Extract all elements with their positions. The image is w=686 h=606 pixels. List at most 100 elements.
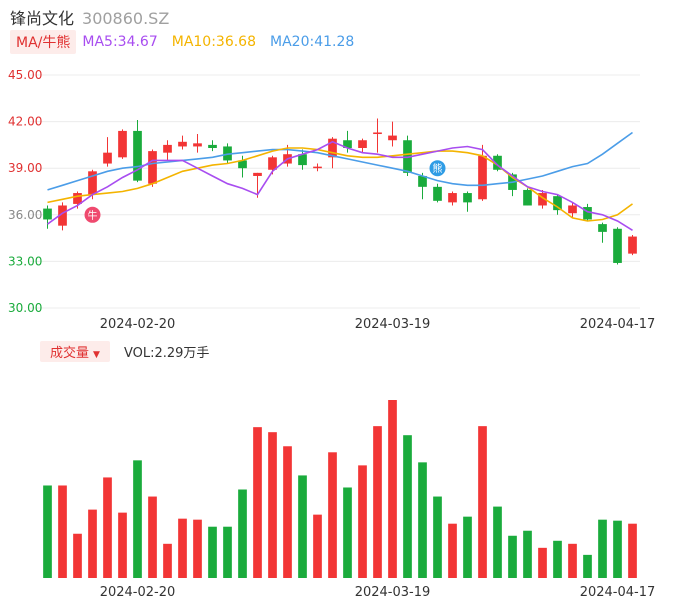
volume-bars: [43, 400, 637, 578]
candle: [133, 120, 142, 183]
candle: [193, 134, 202, 153]
candle-body: [238, 160, 247, 169]
candle: [118, 129, 127, 159]
candle-body: [118, 130, 127, 158]
volume-indicator-select[interactable]: 成交量 ▼: [40, 340, 110, 362]
candle: [448, 191, 457, 206]
candle: [598, 222, 607, 243]
candle: [313, 163, 322, 172]
candle-body: [418, 175, 427, 187]
candle: [568, 202, 577, 218]
candle: [493, 154, 502, 172]
candle: [148, 149, 157, 187]
volume-bar: [43, 485, 52, 578]
x-tick-label: 2024-02-20: [100, 585, 176, 600]
candle: [628, 234, 637, 256]
candle: [418, 172, 427, 200]
volume-bar: [493, 506, 502, 578]
volume-bar: [268, 432, 277, 578]
x-tick-label: 2024-03-19: [355, 585, 431, 600]
volume-bar: [328, 452, 337, 578]
volume-bar: [283, 446, 292, 578]
candle-body: [583, 207, 592, 220]
candle-body: [463, 193, 472, 203]
candle-body: [298, 154, 307, 166]
candle-body: [103, 152, 112, 164]
candle-body: [553, 196, 562, 211]
bull-bear-markers: 牛熊: [84, 160, 446, 223]
candle-body: [343, 140, 352, 149]
candle-body: [628, 236, 637, 254]
candle-body: [73, 193, 82, 204]
candle-body: [358, 140, 367, 149]
candle-body: [373, 132, 382, 135]
x-tick-label: 2024-04-17: [580, 317, 656, 332]
candle: [553, 194, 562, 215]
candle-body: [613, 228, 622, 263]
volume-bar: [613, 520, 622, 578]
ma5-label: MA5:34.67: [82, 34, 158, 50]
candle: [163, 140, 172, 161]
volume-bar: [433, 496, 442, 578]
volume-bar: [373, 426, 382, 578]
candle: [298, 149, 307, 170]
bear-marker: 熊: [429, 160, 446, 177]
price-grid: [30, 74, 640, 309]
volume-bar: [568, 543, 577, 578]
volume-bar: [598, 519, 607, 578]
volume-bar: [388, 400, 397, 578]
volume-bar: [73, 533, 82, 578]
volume-bar: [163, 543, 172, 578]
caret-down-icon: ▼: [93, 349, 100, 360]
volume-bar: [58, 485, 67, 578]
candle-body: [313, 166, 322, 169]
candle-body: [538, 193, 547, 206]
x-tick-label: 2024-03-19: [355, 317, 431, 332]
candle-body: [178, 141, 187, 147]
volume-bar: [343, 487, 352, 578]
bull-marker: 牛: [84, 206, 101, 223]
ma-bull-bear-toggle[interactable]: MA/牛熊: [10, 30, 77, 54]
candle: [343, 130, 352, 153]
candle: [613, 227, 622, 265]
candle-body: [58, 205, 67, 226]
candle-body: [133, 130, 142, 181]
candle-body: [598, 224, 607, 232]
y-tick-label: 36.00: [8, 208, 42, 222]
candle: [208, 140, 217, 152]
candle-body: [388, 135, 397, 141]
ma20-label: MA20:41.28: [270, 34, 355, 50]
volume-indicator-label: 成交量: [50, 345, 90, 361]
volume-bar: [88, 509, 97, 578]
candle-body: [208, 144, 217, 149]
x-axis-ticks: 2024-02-20 2024-02-20 2024-03-19 2024-03-19…: [100, 317, 656, 600]
bull-marker-label: 牛: [88, 209, 98, 222]
stock-title: 锋尚文化 300860.SZ: [10, 5, 169, 29]
ma5-line: [47, 140, 633, 231]
candlestick-series: [43, 118, 637, 265]
volume-bar: [103, 477, 112, 578]
volume-bar: [133, 460, 142, 578]
ma-legend: MA/牛熊 MA5:34.67 MA10:36.68 MA20:41.28: [10, 30, 368, 54]
y-tick-label: 30.00: [8, 301, 42, 315]
candle: [238, 155, 247, 178]
candle: [388, 121, 397, 147]
bear-marker-label: 熊: [433, 162, 443, 175]
candle-body: [43, 208, 52, 220]
candle-body: [493, 155, 502, 170]
volume-bar: [508, 535, 517, 578]
volume-bar: [358, 465, 367, 578]
volume-bar: [208, 526, 217, 578]
volume-bar: [313, 514, 322, 578]
volume-bar: [148, 496, 157, 578]
bull-badge: [84, 206, 101, 223]
candle: [43, 205, 52, 229]
volume-bar: [298, 475, 307, 578]
y-axis-ticks: 45.00 42.00 39.00 36.00 33.00 30.00: [8, 68, 42, 315]
candle: [373, 118, 382, 153]
volume-bar: [478, 426, 487, 578]
volume-bar: [118, 512, 127, 578]
candle: [478, 144, 487, 201]
y-tick-label: 45.00: [8, 68, 42, 82]
